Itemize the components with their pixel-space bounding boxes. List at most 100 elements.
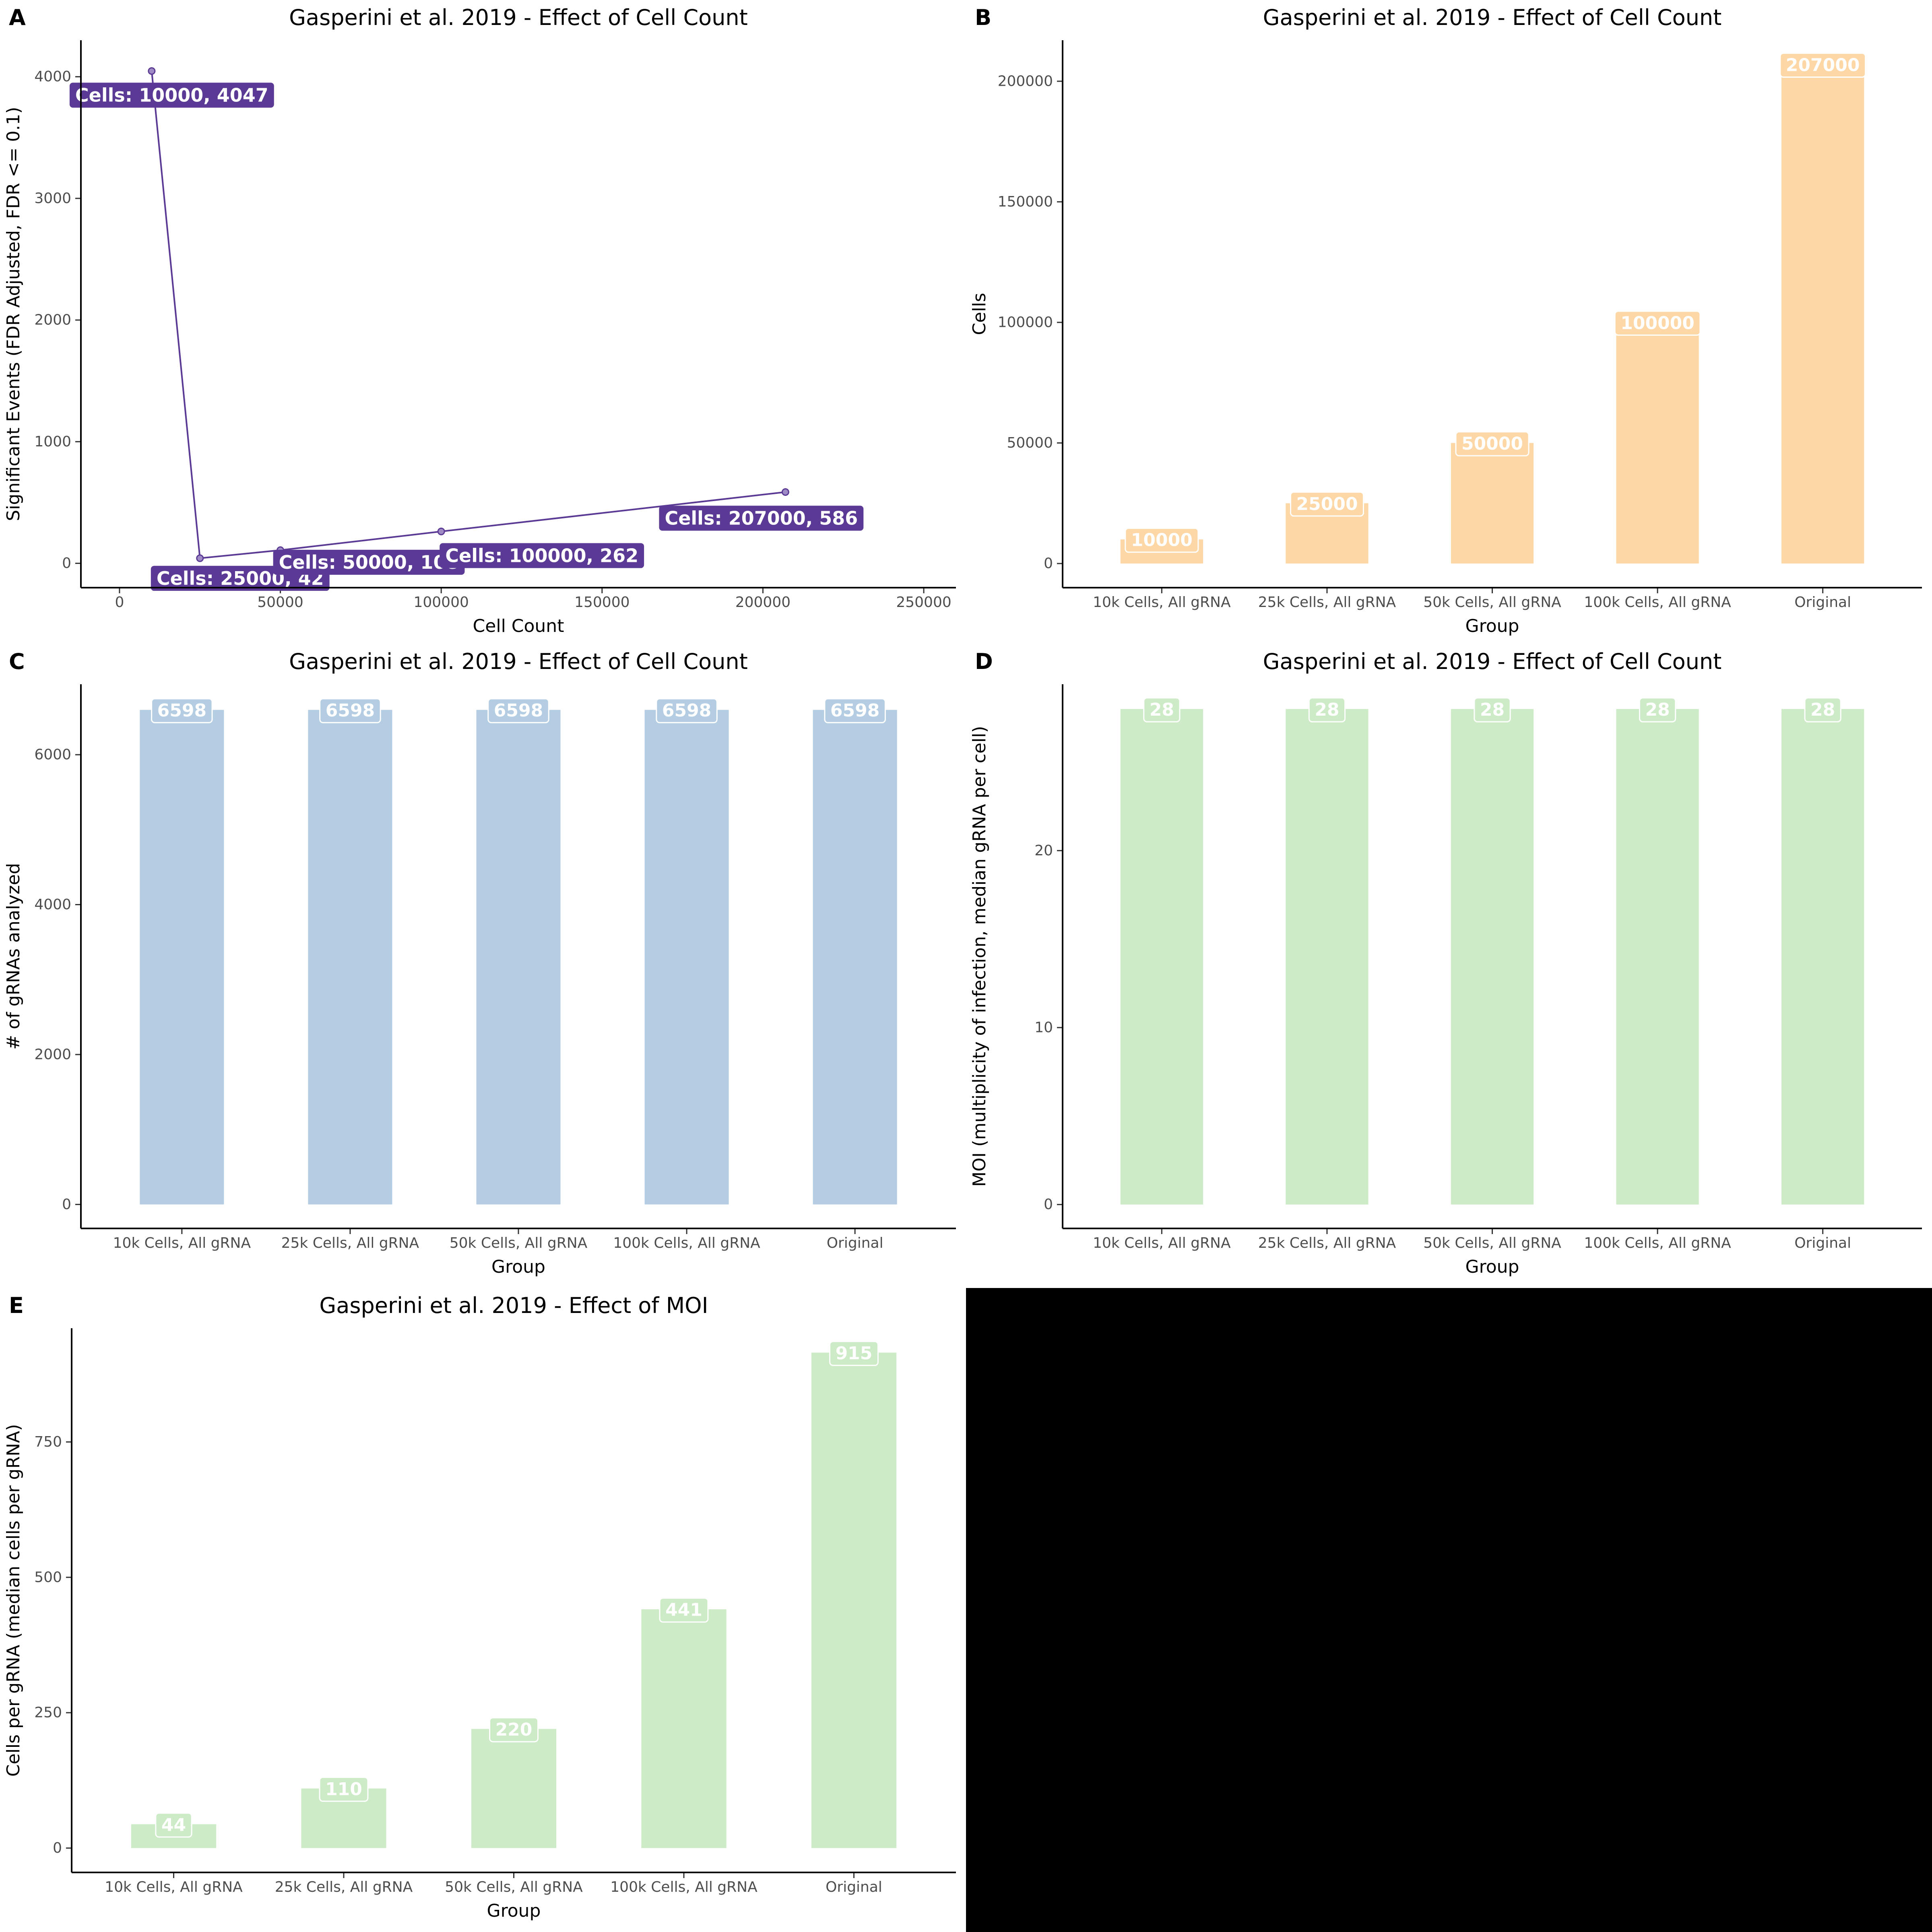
point-label: Cells: 50000, 108 [279,551,459,573]
y-tick-label: 0 [1044,555,1053,572]
point-label-box [273,549,465,575]
bar-value-label-group: 6598 [151,698,213,723]
point-label-group: Cells: 10000, 4047 [69,83,274,108]
bar-value-label-box [1639,697,1676,722]
y-axis-title: MOI (multiplicity of infection, median g… [969,726,990,1187]
y-tick-label: 1000 [34,433,71,450]
point-label-box [69,83,274,108]
data-point [148,67,156,75]
x-axis-title: Cell Count [473,616,564,636]
bar-value-label-box [1125,527,1199,553]
bar-value-label-group: 28 [1639,697,1676,722]
x-tick-label: Original [1794,594,1851,611]
bar-value-label: 50000 [1461,433,1523,454]
y-tick-label: 100000 [998,314,1053,330]
bar-value-label: 110 [325,1779,362,1800]
y-tick-label: 0 [53,1840,62,1856]
bar [813,710,897,1205]
y-axis-title: Cells per gRNA (median cells per gRNA) [3,1424,24,1777]
bar-value-label-box [1474,697,1511,722]
bar-value-label-group: 6598 [656,698,718,723]
data-point [196,554,204,562]
panel-title: Gasperini et al. 2019 - Effect of Cell C… [289,649,748,674]
y-tick-label: 500 [34,1569,62,1585]
bar-value-label-group: 6598 [824,698,886,723]
bar-value-label-group: 220 [489,1717,539,1742]
bar-value-label: 25000 [1296,494,1358,514]
y-tick-label: 20 [1034,842,1053,859]
bar-value-label: 44 [161,1815,186,1835]
bar-value-label-box [319,1777,369,1802]
x-tick-label: 100k Cells, All gRNA [1584,594,1731,611]
x-tick-label: 10k Cells, All gRNA [1093,594,1231,611]
x-tick-label: 25k Cells, All gRNA [281,1235,419,1251]
x-tick-label: 100k Cells, All gRNA [613,1235,760,1251]
y-tick-label: 2000 [34,312,71,328]
bar-value-label: 6598 [494,700,543,721]
bar-value-label-box [1143,697,1181,722]
bar [1120,709,1203,1205]
bar-value-label-group: 10000 [1125,527,1199,553]
bar-value-label-box [487,698,549,723]
y-tick-label: 3000 [34,190,71,206]
bar [644,710,729,1205]
bar-value-label-box [824,698,886,723]
point-label-box [440,543,644,568]
data-point [781,488,789,496]
x-tick-label: 100k Cells, All gRNA [610,1879,758,1895]
x-tick-label: 200000 [735,594,791,611]
x-tick-label: 10k Cells, All gRNA [113,1235,251,1251]
bar-value-label-box [1455,431,1530,456]
point-label-box [659,506,864,531]
bar-value-label-group: 28 [1474,697,1511,722]
y-axis-title: Cells [969,293,990,335]
x-tick-label: 50k Cells, All gRNA [1423,594,1561,611]
bar-value-label-group: 207000 [1779,52,1866,78]
y-tick-label: 0 [1044,1196,1053,1213]
y-axis-title: # of gRNAs analyzed [3,863,24,1050]
x-tick-label: 100000 [413,594,469,611]
bar-value-label: 6598 [830,700,879,721]
bar-value-label: 28 [1150,700,1174,720]
empty-panel [966,1288,1932,1932]
panel-title: Gasperini et al. 2019 - Effect of Cell C… [289,5,748,30]
bar-value-label: 915 [836,1343,873,1364]
x-axis-title: Group [487,1901,541,1921]
bar-value-label-group: 110 [319,1777,369,1802]
point-label: Cells: 10000, 4047 [75,84,268,106]
bar-value-label-group: 28 [1804,697,1841,722]
bar-value-label-group: 6598 [487,698,549,723]
bar [1781,709,1864,1205]
bar-value-label-box [151,698,213,723]
y-tick-label: 10 [1034,1019,1053,1036]
point-label-group: Cells: 207000, 586 [659,506,864,531]
x-tick-label: 50000 [257,594,303,611]
panel-title: Gasperini et al. 2019 - Effect of Cell C… [1263,5,1722,30]
panel-d: D Gasperini et al. 2019 - Effect of Cell … [969,649,1922,1277]
bar [811,1352,897,1848]
bar [1451,443,1534,564]
bar [476,710,561,1205]
bar [471,1729,557,1848]
x-tick-label: 150000 [574,594,630,611]
x-tick-label: 50k Cells, All gRNA [1423,1235,1561,1251]
panel-letter: D [975,649,993,674]
panel-title: Gasperini et al. 2019 - Effect of Cell C… [1263,649,1722,674]
bar-value-label-box [829,1341,879,1366]
bar-value-label: 441 [665,1600,702,1620]
bar-value-label-box [1614,310,1701,336]
y-tick-label: 4000 [34,896,71,913]
y-tick-label: 2000 [34,1046,71,1063]
x-tick-label: 250000 [896,594,951,611]
bar-value-label: 28 [1315,700,1339,720]
bar [1286,709,1368,1205]
bar-value-label: 28 [1645,700,1670,720]
bar-value-label-group: 6598 [319,698,381,723]
bar-value-label-group: 44 [155,1812,192,1838]
bar-value-label-group: 25000 [1290,491,1364,517]
bar [641,1609,727,1848]
panel-title: Gasperini et al. 2019 - Effect of MOI [319,1293,708,1318]
x-tick-label: 0 [115,594,124,611]
panel-a: A Gasperini et al. 2019 - Effect of Cell … [3,5,956,636]
